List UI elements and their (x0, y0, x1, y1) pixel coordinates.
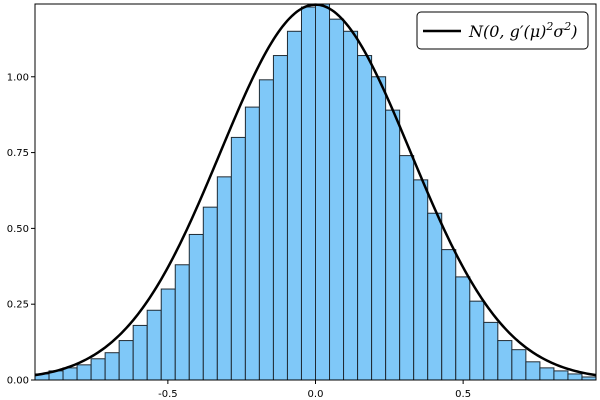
histogram-bar (244, 106, 260, 381)
legend: N(0, g′(μ)2σ2) (416, 11, 589, 50)
legend-label-mid: σ (553, 22, 565, 41)
histogram-bar (329, 18, 345, 381)
histogram-bar (202, 206, 218, 381)
legend-label-sup2: 2 (563, 20, 571, 33)
histogram-bar (90, 358, 106, 381)
histogram-bar (146, 309, 162, 381)
y-tick-label: 0.75 (7, 148, 29, 159)
histogram-bar (286, 30, 302, 381)
histogram-bar (300, 6, 317, 381)
legend-label-end: ) (570, 22, 577, 41)
histogram-bar (413, 179, 429, 381)
histogram-bar (216, 176, 232, 381)
y-tick-label: 1.00 (7, 72, 29, 83)
histogram-bar (76, 364, 92, 381)
histogram-bar (104, 352, 120, 381)
histogram-bar (427, 212, 443, 381)
histogram-bar (343, 30, 359, 381)
histogram-bar (188, 233, 204, 381)
x-tick-label: -0.5 (158, 389, 178, 400)
histogram-bar (118, 340, 134, 381)
legend-label-main: N(0, g′(μ) (468, 22, 546, 41)
histogram-bar (553, 370, 569, 381)
y-tick-label: 0.50 (7, 224, 29, 235)
histogram-bar (441, 249, 457, 381)
histogram-bar (567, 373, 583, 381)
histogram-bars (34, 3, 597, 381)
x-axis-ticks: -0.5 0.0 0.5 (158, 380, 471, 400)
histogram-bar (174, 264, 190, 381)
histogram-bar (160, 288, 176, 381)
legend-label: N(0, g′(μ)2σ2) (468, 20, 578, 41)
histogram-bar (483, 321, 499, 381)
y-tick-label: 0.00 (7, 376, 29, 387)
x-tick-label: 0.0 (308, 389, 324, 400)
histogram-bar (230, 136, 246, 381)
histogram-bar (62, 367, 78, 381)
histogram-bar (497, 340, 513, 381)
y-axis-ticks: 0.00 0.25 0.50 0.75 1.00 (7, 72, 35, 387)
histogram-bar (511, 349, 527, 381)
histogram-bar (357, 55, 373, 381)
histogram-bar (272, 55, 288, 381)
histogram-bar (525, 361, 541, 381)
histogram-bar (371, 76, 387, 381)
histogram-bar (258, 79, 274, 381)
x-tick-label: 0.5 (455, 389, 471, 400)
histogram-bar (469, 300, 485, 381)
histogram-bar (455, 276, 471, 381)
histogram-bar (399, 155, 415, 381)
legend-box (416, 11, 589, 50)
histogram-bar (132, 324, 148, 381)
histogram-bar (539, 367, 555, 381)
histogram-bar (385, 109, 401, 381)
y-tick-label: 0.25 (7, 300, 29, 311)
normal-density-curve (34, 3, 597, 377)
histogram-bar (315, 3, 331, 381)
legend-label-sup1: 2 (545, 20, 553, 33)
